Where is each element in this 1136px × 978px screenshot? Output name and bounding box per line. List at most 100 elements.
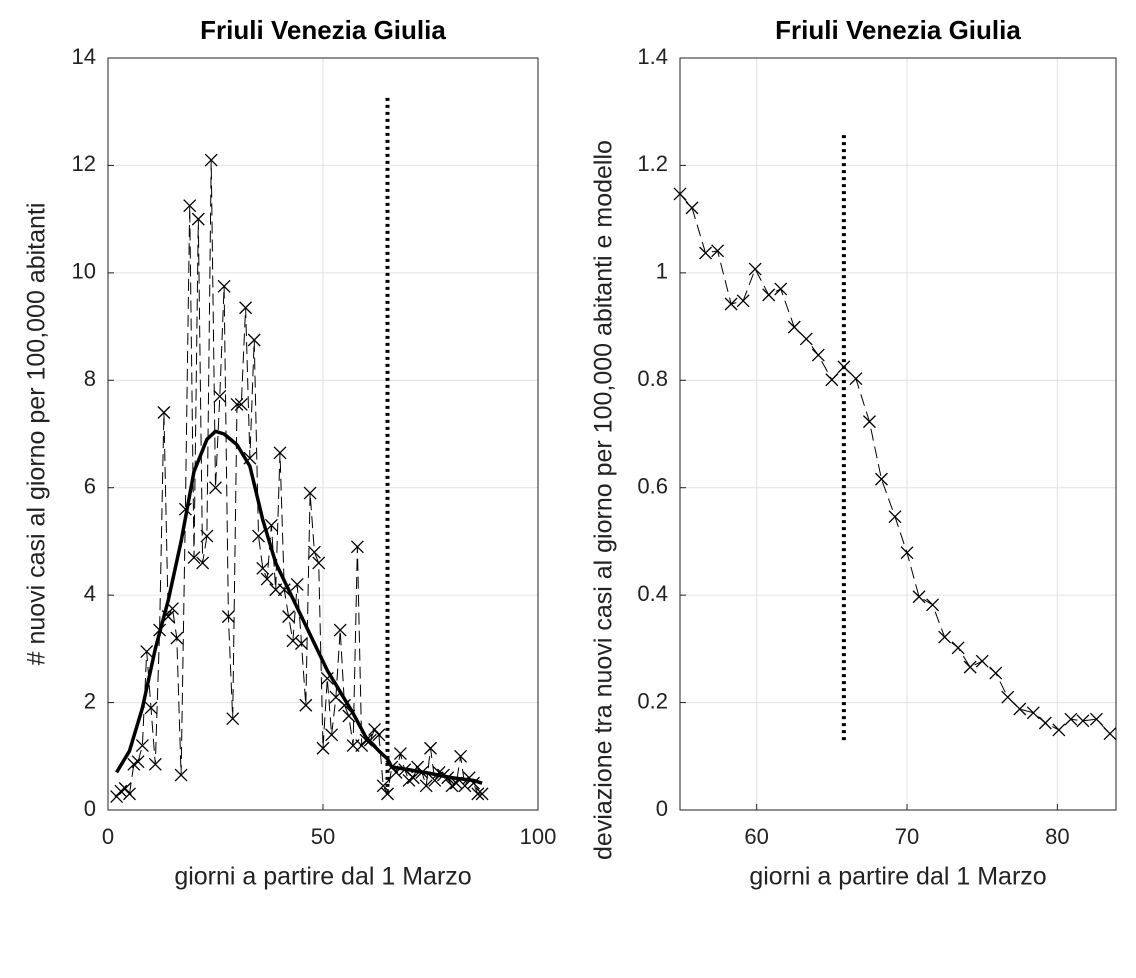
x-tick-label: 60 xyxy=(744,824,768,849)
data-point xyxy=(252,529,265,543)
data-point xyxy=(787,320,801,334)
y-tick-label: 0.8 xyxy=(637,366,668,391)
data-point xyxy=(372,728,386,742)
data-point xyxy=(811,348,825,362)
y-tick-label: 1.4 xyxy=(637,44,668,69)
data-point xyxy=(316,741,330,755)
data-point xyxy=(282,610,296,624)
data-point xyxy=(135,739,149,753)
data-point xyxy=(290,577,304,591)
data-point xyxy=(888,510,902,524)
axes-box xyxy=(679,57,1117,811)
data-point xyxy=(209,481,222,495)
data-point xyxy=(123,787,136,801)
data-point xyxy=(475,787,489,801)
data-point xyxy=(900,546,914,560)
data-point xyxy=(724,297,738,311)
data-point xyxy=(114,784,128,798)
data-point xyxy=(1052,723,1066,737)
data-point xyxy=(1001,690,1015,704)
data-point xyxy=(912,590,926,604)
y-tick-label: 10 xyxy=(72,259,96,284)
data-point xyxy=(951,641,965,655)
data-point xyxy=(774,282,788,296)
data-point xyxy=(217,279,231,293)
data-point xyxy=(1026,706,1040,720)
data-point xyxy=(381,787,394,801)
data-point xyxy=(191,212,205,226)
data-point xyxy=(406,771,420,785)
y-tick-label: 0 xyxy=(84,796,96,821)
data-point xyxy=(213,389,227,403)
data-point xyxy=(140,645,154,659)
data-point xyxy=(303,486,317,500)
data-point xyxy=(393,747,407,761)
data-point xyxy=(226,712,240,726)
data-point xyxy=(471,787,485,801)
y-tick-label: 0.2 xyxy=(637,688,668,713)
data-point xyxy=(170,631,184,645)
y-axis-label: deviazione tra nuovi casi al giorno per … xyxy=(590,140,618,860)
data-point xyxy=(762,288,776,302)
data-point xyxy=(862,415,876,429)
data-point xyxy=(239,301,253,315)
data-point xyxy=(325,728,339,742)
data-point xyxy=(299,698,313,712)
data-point xyxy=(402,773,416,787)
data-point xyxy=(875,472,888,486)
y-tick-label: 0 xyxy=(656,796,668,821)
data-point xyxy=(938,630,952,644)
data-point xyxy=(736,294,750,308)
data-point xyxy=(445,779,459,793)
data-line xyxy=(115,429,483,785)
data-point xyxy=(338,698,351,712)
data-point xyxy=(127,757,141,771)
data-point xyxy=(799,332,813,346)
x-tick-label: 100 xyxy=(520,824,557,849)
x-tick-label: 50 xyxy=(311,824,335,849)
data-point xyxy=(1076,714,1090,728)
data-point xyxy=(975,654,989,668)
data-point xyxy=(131,755,145,769)
data-point xyxy=(1038,716,1052,730)
data-point xyxy=(312,556,326,570)
x-axis-label: giorni a partire dal 1 Marzo xyxy=(749,863,1046,891)
y-tick-label: 1 xyxy=(656,259,668,284)
y-tick-label: 14 xyxy=(72,44,96,69)
data-point xyxy=(247,333,261,347)
axes-box xyxy=(107,57,539,811)
data-point xyxy=(350,540,364,554)
data-point xyxy=(234,397,248,411)
plot-area xyxy=(680,58,1116,810)
data-point xyxy=(376,779,390,793)
data-point xyxy=(196,556,210,570)
data-point xyxy=(118,782,132,795)
data-point xyxy=(204,153,218,167)
y-tick-label: 8 xyxy=(84,366,96,391)
data-point xyxy=(1090,712,1103,726)
data-point xyxy=(148,757,162,771)
data-point xyxy=(685,201,699,215)
y-tick-label: 0.6 xyxy=(637,474,668,499)
data-point xyxy=(273,446,287,460)
data-point xyxy=(458,779,472,793)
data-point xyxy=(256,561,270,575)
y-tick-label: 12 xyxy=(72,151,96,176)
x-tick-label: 70 xyxy=(895,824,919,849)
data-point xyxy=(1103,727,1117,741)
data-point xyxy=(1013,702,1027,716)
data-point xyxy=(355,739,369,753)
data-point xyxy=(200,529,214,543)
y-tick-label: 6 xyxy=(84,474,96,499)
data-point xyxy=(699,246,713,260)
y-tick-label: 0.4 xyxy=(637,581,668,606)
data-point xyxy=(1064,712,1078,726)
data-point xyxy=(825,373,839,387)
data-point xyxy=(187,551,201,565)
data-point xyxy=(711,244,725,258)
data-point xyxy=(849,372,863,386)
y-tick-label: 4 xyxy=(84,581,96,606)
data-point xyxy=(144,701,158,715)
data-point xyxy=(454,749,468,763)
